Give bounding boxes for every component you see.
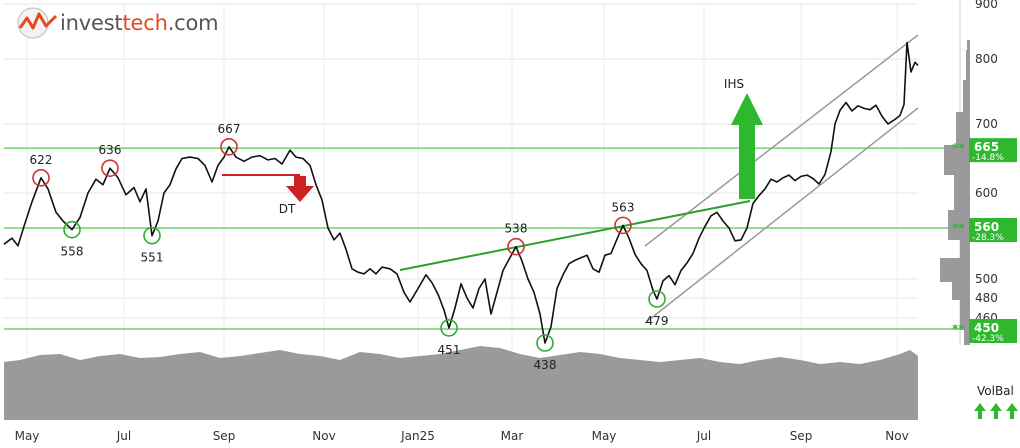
bottom-label: 451 [438, 343, 461, 357]
price-line [3, 41, 919, 344]
level-value: 560 [974, 220, 999, 234]
profile-bar [967, 40, 970, 50]
level-tags: ** 665-14.8% ** 560-28.3% ** 450-42.3% [952, 138, 1017, 344]
channel-upper [644, 34, 919, 247]
volume-fill [4, 346, 918, 420]
x-tick-label: May [592, 429, 617, 443]
top-marker [614, 216, 632, 235]
y-tick-label: 800 [975, 52, 998, 66]
signal-label: IHS [724, 77, 744, 91]
volume-area [4, 346, 918, 420]
level-pct: -14.8% [972, 153, 1004, 163]
volbal-up-arrow [974, 403, 986, 419]
x-tick-label: Nov [885, 429, 908, 443]
top-marker [101, 159, 119, 177]
pattern-signals: DT IHS [222, 77, 763, 216]
logo-icon [17, 7, 58, 39]
x-tick-label: Jul [116, 429, 131, 443]
trend-channel [644, 34, 919, 324]
profile-bar [963, 80, 970, 112]
volbal-up-arrow [1006, 403, 1018, 419]
brand-name: investtech.com [60, 11, 219, 35]
y-tick-label: 500 [975, 272, 998, 286]
bottom-marker [536, 334, 554, 352]
bottom-marker [143, 226, 161, 245]
top-label: 667 [218, 122, 241, 136]
level-star: ** [952, 322, 965, 336]
x-tick-label: May [15, 429, 40, 443]
profile-bar [944, 145, 970, 175]
y-tick-label: 600 [975, 186, 998, 200]
brand-logo[interactable]: investtech.com [16, 6, 219, 40]
top-marker [32, 169, 50, 187]
profile-bar [954, 175, 970, 210]
profile-bar [948, 210, 970, 240]
profile-bar [940, 258, 970, 282]
bottom-label: 558 [61, 245, 84, 259]
x-tick-label: Sep [790, 429, 813, 443]
profile-bar [960, 240, 970, 258]
profile-bar [964, 330, 970, 345]
y-tick-label: 700 [975, 117, 998, 131]
volbal-indicator: VolBal [974, 384, 1018, 419]
signal-label: DT [279, 202, 296, 216]
x-tick-label: Jul [696, 429, 711, 443]
sell-arrow [286, 176, 314, 202]
x-tick-label: Nov [312, 429, 335, 443]
level-tag [969, 138, 1017, 163]
top-label: 563 [612, 200, 635, 214]
top-label: 538 [505, 222, 528, 236]
price-series [3, 41, 919, 344]
bottom-marker [648, 290, 666, 308]
trend-line [399, 200, 751, 271]
level-star: ** [952, 141, 965, 155]
top-label: 636 [99, 143, 122, 157]
level-tag [969, 218, 1017, 242]
profile-bar [956, 112, 970, 145]
level-pct: -42.3% [972, 334, 1004, 344]
x-tick-label: Sep [213, 429, 236, 443]
channel-lower [644, 107, 919, 324]
bottom-label: 479 [646, 314, 669, 328]
buy-arrow [731, 93, 763, 199]
grid-lines [4, 3, 918, 420]
bottom-marker [63, 220, 81, 239]
profile-bar [952, 282, 970, 300]
top-bottom-markers: 622 636 667 538 563 558 551 451 438 479 [30, 122, 669, 372]
level-value: 665 [974, 140, 999, 154]
bottom-marker [440, 319, 458, 337]
level-star: ** [952, 221, 965, 235]
support-resistance-lines [4, 147, 960, 330]
level-value: 450 [974, 321, 999, 335]
volbal-up-arrow [990, 403, 1002, 419]
x-tick-label: Mar [501, 429, 524, 443]
y-tick-label: 480 [975, 291, 998, 305]
volume-profile [940, 40, 970, 345]
rising-trend-line [399, 200, 751, 271]
y-tick-label: 900 [975, 0, 998, 11]
profile-bar [960, 300, 970, 330]
top-marker [220, 137, 238, 156]
bottom-label: 551 [141, 251, 164, 265]
level-pct: -28.3% [972, 233, 1004, 243]
profile-bar [966, 50, 970, 80]
x-tick-label: Jan25 [400, 429, 435, 443]
top-label: 622 [30, 153, 53, 167]
x-axis: May Jul Sep Nov Jan25 Mar May Jul Sep Nov [15, 429, 909, 443]
level-tag [969, 319, 1017, 343]
bottom-label: 438 [534, 358, 557, 372]
top-marker [507, 237, 525, 256]
volbal-label: VolBal [977, 384, 1014, 398]
